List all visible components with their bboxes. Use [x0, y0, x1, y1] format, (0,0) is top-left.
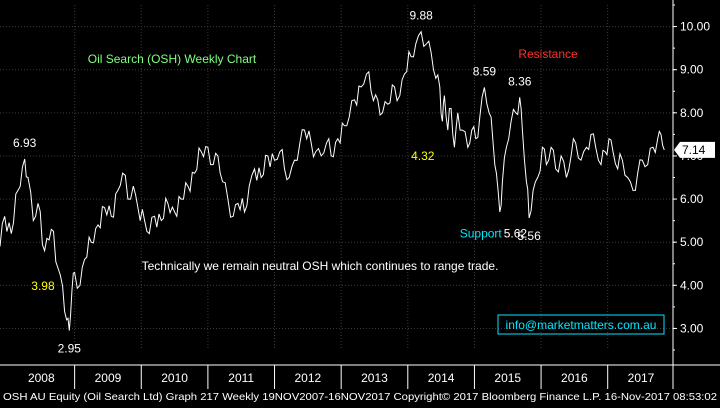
x-tick-label: 2012: [294, 371, 321, 385]
price-annotation: 2.95: [58, 342, 82, 356]
chart-title: Oil Search (OSH) Weekly Chart: [88, 52, 257, 66]
y-tick-label: 9.00: [680, 63, 704, 77]
price-series: [0, 30, 665, 331]
watermark-box: info@marketmatters.com.au: [497, 314, 665, 335]
price-annotation: 5.56: [517, 229, 541, 243]
x-tick-label: 2013: [361, 371, 388, 385]
price-annotation: 3.98: [31, 279, 55, 293]
price-annotation: 8.36: [508, 74, 532, 88]
price-annotation: 6.93: [13, 136, 37, 150]
support-label: Support: [460, 226, 503, 240]
commentary-text: Technically we remain neutral OSH which …: [142, 259, 499, 273]
y-tick-label: 8.00: [680, 106, 704, 120]
price-annotation: 9.88: [409, 9, 433, 23]
price-annotation: 5.62: [504, 226, 528, 240]
y-tick-label: 4.00: [680, 278, 704, 292]
x-tick-label: 2014: [428, 371, 455, 385]
x-tick-label: 2017: [628, 371, 655, 385]
annotations: 9.88 8.59 8.36 6.93 3.98 2.95 5.565.62 4.32: [13, 9, 541, 356]
watermark-text: info@marketmatters.com.au: [506, 318, 657, 332]
price-line: [0, 30, 665, 331]
footer-bar: [0, 389, 720, 403]
resistance-label: Resistance: [518, 47, 578, 61]
grid-lines: [0, 5, 673, 350]
x-tick-label: 2010: [161, 371, 188, 385]
price-annotation: 8.59: [473, 64, 497, 78]
x-tick-label: 2008: [28, 371, 55, 385]
last-value-label: 7.14: [682, 143, 706, 157]
y-tick-label: 3.00: [680, 321, 704, 335]
footer-text: OSH AU Equity (Oil Search Ltd) Graph 217…: [3, 391, 717, 403]
x-tick-label: 2016: [561, 371, 588, 385]
y-tick-label: 10.00: [680, 20, 710, 34]
y-tick-label: 5.00: [680, 235, 704, 249]
x-axis: 2008 2009 2010 2011 2012 2013 2014 2015 2016 2017: [0, 364, 720, 389]
last-value-tag: 7.14: [674, 141, 715, 158]
x-tick-label: 2009: [95, 371, 122, 385]
x-tick-label: 2015: [494, 371, 521, 385]
y-tick-label: 6.00: [680, 192, 704, 206]
price-annotation: 4.32: [411, 149, 435, 163]
x-tick-label: 2011: [228, 371, 254, 385]
